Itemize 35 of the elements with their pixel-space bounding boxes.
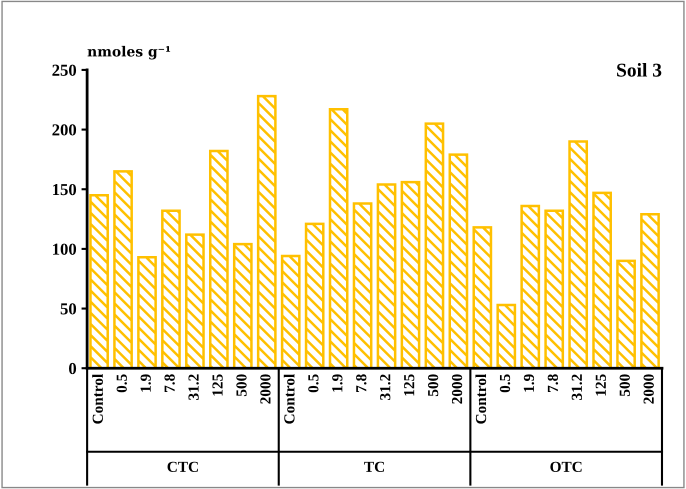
x-tick-label: Control: [92, 374, 103, 424]
x-tick-label: 31.2: [380, 374, 390, 400]
y-tick-label: 250: [52, 64, 76, 76]
x-tick-label: 500: [236, 374, 247, 396]
y-tick-label: 150: [53, 184, 76, 196]
chart-title: Soil 3: [617, 63, 662, 77]
x-tick-label: 2000: [452, 374, 462, 404]
text: TC: [364, 462, 384, 472]
y-axis-title: nmoles g⁻¹: [88, 46, 170, 60]
x-tick-label: 2000: [644, 374, 654, 404]
x-tick-label: 1.9: [332, 374, 343, 392]
x-tick-label: 125: [212, 374, 223, 396]
x-tick-label: 500: [428, 374, 438, 396]
x-tick-label: 1.9: [140, 374, 151, 392]
x-tick-label: 1.9: [524, 374, 534, 392]
x-tick-label: 0.5: [500, 374, 510, 392]
x-tick-label: 31.2: [188, 374, 199, 400]
x-tick-label: Control: [475, 374, 486, 424]
x-tick-label: Control: [284, 374, 295, 424]
text: OTC: [550, 462, 582, 472]
x-tick-label: 0.5: [116, 374, 127, 392]
x-tick-label: 2000: [260, 374, 271, 404]
x-tick-label: 125: [404, 374, 414, 396]
y-tick-label: 100: [53, 244, 76, 255]
x-tick-label: 7.8: [548, 374, 558, 392]
x-tick-label: 31.2: [572, 374, 582, 400]
y-tick-label: 50: [60, 303, 76, 315]
x-tick-label: 7.8: [164, 374, 175, 392]
x-tick-label: 125: [596, 374, 606, 396]
x-tick-label: 500: [620, 374, 630, 396]
x-tick-label: 7.8: [356, 374, 366, 392]
text: CTC: [168, 462, 198, 472]
y-tick-label: 200: [52, 124, 76, 136]
x-tick-label: 0.5: [308, 374, 319, 392]
y-tick-label: 0: [69, 362, 76, 374]
